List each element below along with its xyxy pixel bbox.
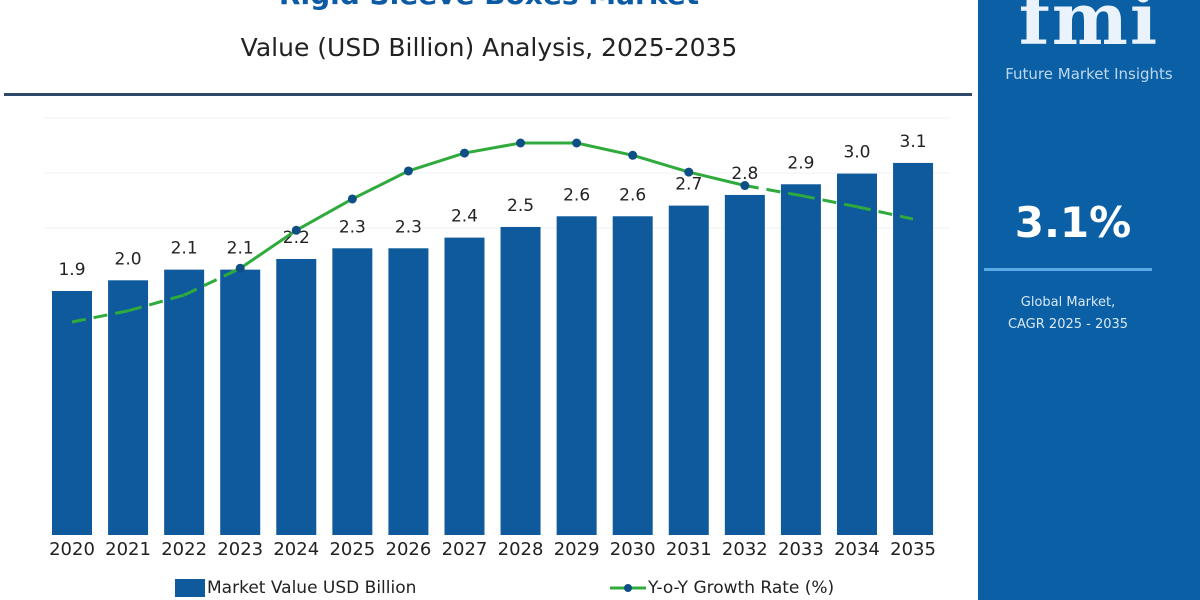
- bar-label-2027: 2.4: [451, 207, 478, 227]
- bar-2023: [220, 269, 261, 535]
- growth-line-segment: [688, 170, 746, 187]
- growth-line-segment: [800, 194, 858, 209]
- growth-point-2028: [516, 138, 526, 148]
- x-tick-2030: 2030: [610, 539, 656, 560]
- x-tick-2023: 2023: [217, 539, 263, 560]
- bar-label-2023: 2.1: [227, 239, 254, 259]
- chart-subtitle: Value (USD Billion) Analysis, 2025-2035: [240, 33, 738, 62]
- bar-label-2022: 2.1: [171, 239, 198, 259]
- bar-2022: [164, 269, 205, 535]
- cagr-label-line-2: CAGR 2025 - 2035: [1007, 317, 1129, 332]
- cagr-value: 3.1%: [1014, 198, 1132, 247]
- x-tick-2026: 2026: [386, 539, 432, 560]
- cagr-label-line-1: Global Market,: [1020, 295, 1116, 310]
- bar-2028: [500, 226, 541, 535]
- x-tick-2028: 2028: [498, 539, 544, 560]
- cagr-label: Global Market, CAGR 2025 - 2035: [978, 292, 1158, 336]
- growth-point-2031: [684, 167, 694, 177]
- growth-line-segment: [183, 266, 241, 297]
- growth-point-2032: [740, 181, 750, 191]
- bar-label-2030: 2.6: [619, 185, 646, 205]
- brand-name: Future Market Insights: [1005, 65, 1173, 83]
- fmi-logo: fmi: [1018, 0, 1160, 61]
- growth-line-segment: [351, 169, 410, 201]
- growth-point-2030: [628, 150, 638, 160]
- bar-label-2034: 3.0: [843, 143, 870, 163]
- growth-point-2026: [403, 166, 413, 176]
- bar-label-2021: 2.0: [115, 249, 142, 269]
- x-tick-2024: 2024: [273, 539, 319, 560]
- bar-2034: [836, 173, 877, 535]
- bar-2020: [52, 290, 92, 535]
- growth-point-2025: [347, 194, 357, 204]
- bar-label-2033: 2.9: [787, 153, 814, 173]
- summary-panel: fmi Future Market Insights 3.1% Global M…: [978, 0, 1200, 600]
- x-tick-2031: 2031: [666, 539, 712, 560]
- bar-label-2032: 2.8: [731, 164, 758, 184]
- bar-label-2035: 3.1: [900, 132, 927, 152]
- bar-2032: [724, 194, 765, 535]
- growth-point-2029: [572, 138, 582, 148]
- bar-label-2025: 2.3: [339, 217, 366, 237]
- growth-line-segment: [239, 229, 298, 270]
- growth-line-segment: [127, 293, 185, 313]
- x-tick-2029: 2029: [554, 539, 600, 560]
- x-tick-2022: 2022: [161, 539, 207, 560]
- bar-2030: [612, 216, 653, 535]
- growth-line-segment: [856, 205, 914, 221]
- legend-swatch-bar: [175, 579, 205, 597]
- bar-label-2031: 2.7: [675, 175, 702, 195]
- x-tick-2025: 2025: [329, 539, 375, 560]
- legend-label-line: Y-o-Y Growth Rate (%): [648, 578, 835, 598]
- bar-label-2020: 1.9: [58, 260, 85, 280]
- growth-line-segment: [295, 197, 354, 232]
- x-tick-2033: 2033: [778, 539, 824, 560]
- growth-line-segment: [71, 309, 129, 324]
- growth-point-2027: [459, 148, 469, 158]
- chart-plot: 1.9 2020 2.0 2021 2.1 2022 2.1 2023 2.2 2024 2.3 20…: [45, 117, 950, 560]
- bar-2027: [444, 237, 485, 535]
- growth-line-segment: [464, 141, 521, 155]
- legend-label-bars: Market Value USD Billion: [207, 578, 417, 598]
- bar-2021: [108, 280, 149, 535]
- x-tick-2027: 2027: [442, 539, 488, 560]
- bar-2031: [668, 205, 709, 536]
- header-divider: [4, 93, 972, 96]
- chart-area: Rigid Sleeve Boxes Market Value (USD Bil…: [0, 0, 978, 598]
- x-tick-2035: 2035: [890, 539, 936, 560]
- bar-2026: [388, 248, 429, 536]
- x-tick-2020: 2020: [49, 539, 95, 560]
- bar-label-2029: 2.6: [563, 185, 590, 205]
- growth-line-segment: [632, 153, 690, 174]
- legend-swatch-line: [610, 584, 646, 592]
- bar-2035: [893, 162, 934, 535]
- bar-2029: [556, 216, 597, 535]
- growth-line-segment: [407, 151, 465, 173]
- bar-label-2026: 2.3: [395, 217, 422, 237]
- growth-line-segment: [576, 141, 634, 157]
- bar-2024: [276, 258, 317, 535]
- x-tick-2034: 2034: [834, 539, 880, 560]
- bar-2025: [332, 248, 373, 536]
- x-tick-2021: 2021: [105, 539, 151, 560]
- growth-point-2024: [291, 225, 301, 235]
- growth-point-2023: [235, 263, 245, 273]
- bar-2033: [780, 184, 821, 535]
- bar-label-2028: 2.5: [507, 196, 534, 216]
- legend-item-line: Y-o-Y Growth Rate (%): [610, 578, 834, 598]
- panel-divider: [984, 268, 1152, 271]
- bar-label-2024: 2.2: [283, 228, 310, 248]
- growth-line-segment: [744, 184, 802, 198]
- x-tick-2032: 2032: [722, 539, 768, 560]
- legend-item-bars: Market Value USD Billion: [175, 578, 416, 598]
- chart-title: Rigid Sleeve Boxes Market: [0, 0, 978, 10]
